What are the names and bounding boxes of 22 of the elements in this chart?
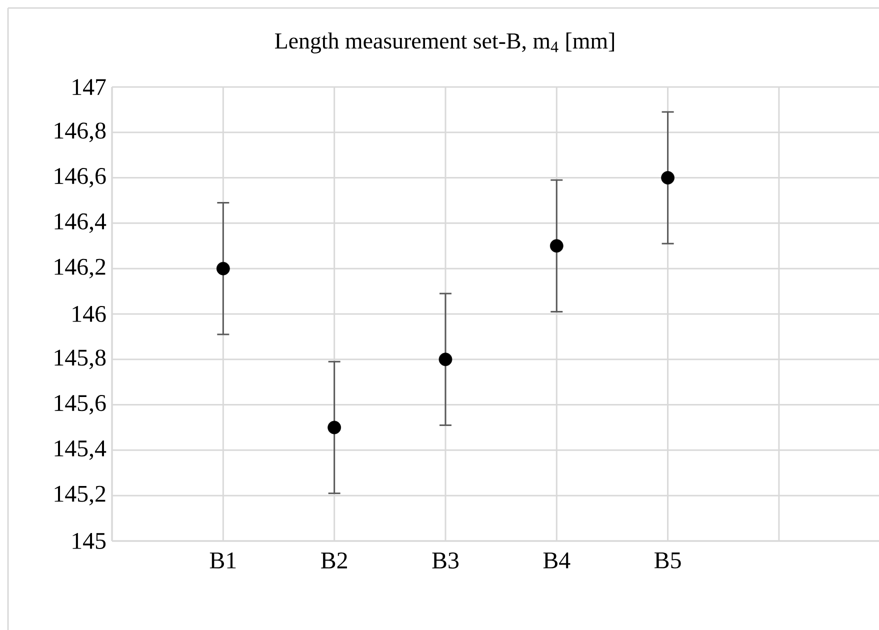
point: [661, 171, 675, 184]
y-tick-label: 145: [72, 532, 106, 549]
y-tick-label: 146,2: [54, 258, 106, 278]
point: [328, 420, 342, 434]
y-tick-label: 145,8: [54, 350, 106, 370]
point: [216, 262, 230, 276]
x-tick-label: B4: [543, 552, 570, 568]
y-tick-label: 146,6: [54, 168, 106, 188]
y-tick-label: 145,2: [54, 486, 106, 506]
point: [550, 239, 564, 253]
y-tick-label: 146,4: [54, 213, 106, 233]
point: [438, 352, 452, 366]
y-tick-label: 147: [72, 79, 106, 95]
y-tick-label: 145,6: [54, 395, 106, 415]
y-tick-label: 146: [72, 306, 106, 322]
y-tick-label: 146,8: [54, 122, 106, 142]
x-tick-label: B3: [432, 552, 458, 569]
x-tick-label: B5: [654, 552, 681, 568]
x-tick-label: B2: [321, 552, 347, 568]
y-tick-label: 145,4: [54, 440, 106, 460]
x-tick-label: B1: [210, 552, 236, 568]
chart-title: Length measurement set-B, m$_{4}$ [mm]: [275, 32, 614, 54]
